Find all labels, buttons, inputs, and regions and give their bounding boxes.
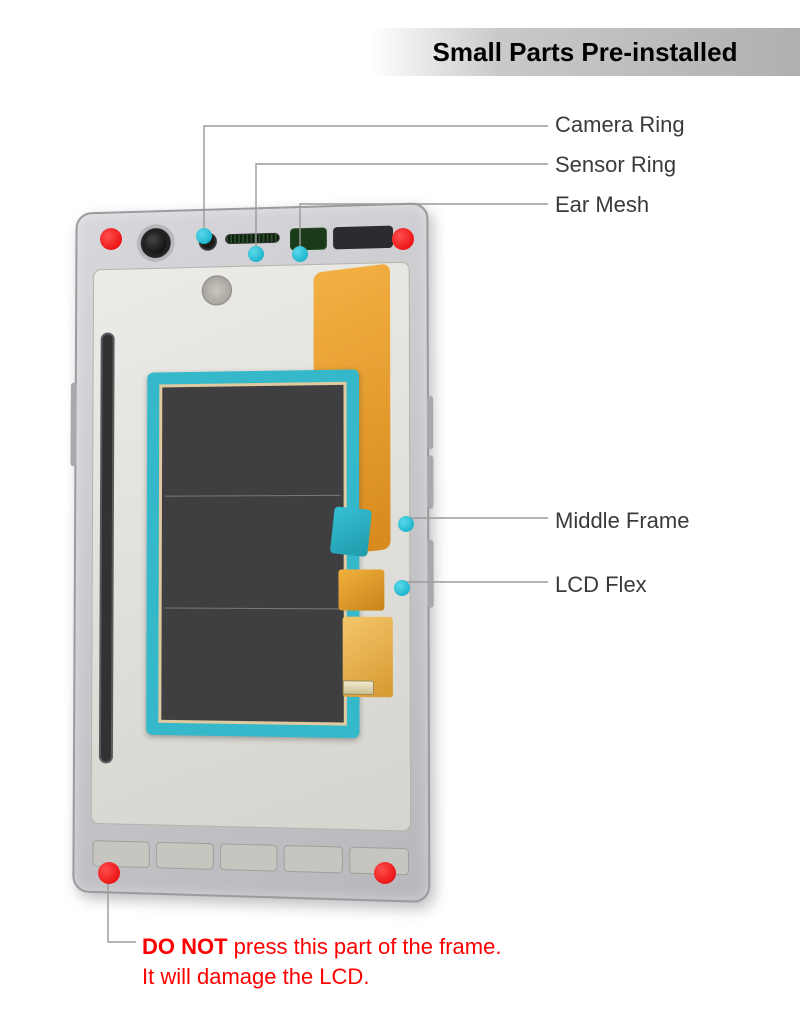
top-strip-part: [333, 226, 393, 250]
ear-mesh-part: [225, 233, 280, 244]
warning-line2: It will damage the LCD.: [142, 964, 369, 989]
warning-text: DO NOT press this part of the frame. It …: [142, 932, 501, 991]
warning-dot: [100, 228, 122, 250]
device-illustration: [72, 202, 430, 903]
lcd-flex-connector: [338, 569, 384, 610]
camera-ring-part: [141, 228, 171, 259]
round-chip: [202, 275, 232, 306]
callout-dot-lcd-flex: [394, 580, 410, 596]
side-button: [427, 455, 433, 508]
warning-dot: [98, 862, 120, 884]
warning-dot: [374, 862, 396, 884]
label-middle-frame: Middle Frame: [555, 508, 689, 534]
small-connector: [343, 680, 374, 695]
bottom-cutout: [156, 842, 214, 870]
side-button: [427, 540, 434, 608]
warning-dot: [392, 228, 414, 250]
header-banner: Small Parts Pre-installed: [370, 28, 800, 76]
cyan-fpc-connector: [330, 506, 372, 557]
callout-dot-middle-frame: [398, 516, 414, 532]
label-sensor-ring: Sensor Ring: [555, 152, 676, 178]
phone-outer-frame: [72, 202, 430, 903]
warning-line1: press this part of the frame.: [228, 934, 502, 959]
side-button: [70, 383, 76, 467]
callout-dot-camera-ring: [196, 228, 212, 244]
warning-bold: DO NOT: [142, 934, 228, 959]
label-lcd-flex: LCD Flex: [555, 572, 647, 598]
middle-frame-board: [91, 262, 411, 832]
callout-dot-ear-mesh: [292, 246, 308, 262]
label-camera-ring: Camera Ring: [555, 112, 685, 138]
header-title: Small Parts Pre-installed: [433, 37, 738, 68]
bottom-cutout: [284, 845, 343, 873]
label-ear-mesh: Ear Mesh: [555, 192, 649, 218]
stylus-slot: [99, 332, 115, 763]
battery-shield: [146, 369, 359, 738]
bottom-cutout: [219, 843, 277, 871]
side-button: [427, 396, 433, 449]
callout-dot-sensor-ring: [248, 246, 264, 262]
bottom-frame-region: [92, 830, 409, 886]
